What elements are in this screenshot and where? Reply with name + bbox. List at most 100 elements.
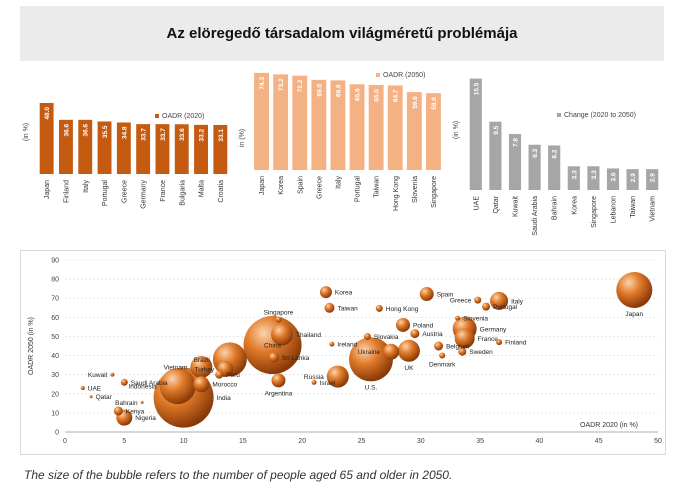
bubble-label: Vietnam [164,365,188,372]
bubble [113,406,123,416]
bar [606,168,620,190]
bubble-label: Argentina [265,390,293,397]
bar [292,75,308,170]
bubble [363,332,371,340]
bubble-label: Sri Lanka [282,355,310,362]
title-bar: Az elöregedő társadalom világméretű prob… [20,6,664,61]
bar-value-label: 3.0 [611,172,618,181]
bar-value-label: 15.5 [473,82,480,95]
bar-chart-oadr-2020: (in %) OADR (2020) 48.0 Japan 36.6 Finland 36.… [23,102,228,209]
bubble [474,296,482,304]
bar-value-label: 68.6 [335,84,342,97]
legend-swatch [155,114,159,118]
bubble-label: Finland [505,340,527,347]
bar-value-label: 36.6 [63,123,70,136]
bar-value-label: 7.8 [513,138,520,147]
bar-value-label: 72.2 [297,79,304,92]
bar [311,79,327,170]
bar-value-label: 35.5 [102,125,109,138]
x-tick-label: 50 [654,438,662,445]
bubble-label: India [217,395,231,402]
bubble-label: U.S. [365,384,378,391]
bubble-label: Bahrain [115,400,138,407]
bubble [268,352,279,363]
bubble-label: Belgium [446,344,469,351]
bubble [326,365,349,388]
bar [273,74,289,170]
x-tick-label: 25 [358,438,366,445]
bubble-label: Ireland [337,342,357,349]
x-tick-label: 40 [536,438,544,445]
bubble [120,378,128,386]
x-tick-label: 20 [298,438,306,445]
bubble-label: Japan [625,311,643,318]
bar [368,85,384,170]
bar-value-label: 3.3 [571,170,578,179]
category-label: Taiwan [374,176,381,198]
bubble [324,302,335,313]
y-tick-label: 0 [55,430,59,437]
bubble [89,395,93,399]
bar [426,93,441,170]
x-tick-label: 5 [122,438,126,445]
bar-value-label: 6.2 [552,149,559,158]
bar [155,124,170,174]
bubble [383,343,400,360]
bar-value-label: 65.6 [355,88,362,101]
y-tick-label: 50 [51,334,59,341]
bubble-label: Peru [226,372,240,379]
bubble [215,370,224,379]
bubble-label: UK [404,365,414,372]
legend-label: OADR (2050) [383,72,425,79]
bubble-label: Qatar [96,394,113,401]
bubble [616,272,653,309]
category-label: France [160,180,167,202]
bubble [271,373,286,388]
bar-value-label: 36.6 [83,123,90,136]
bar [78,119,93,174]
category-label: Qatar [493,195,500,213]
bubble [375,304,383,312]
bubble-label: Brazil [194,357,211,364]
bubble-label: Kenya [126,408,145,415]
page-title: Az elöregedő társadalom világméretű prob… [166,25,518,42]
bubble [496,339,503,346]
bar-value-label: 33.6 [179,128,186,141]
bubble [482,302,491,311]
bar [567,166,580,190]
bar [330,80,346,170]
bubble-label: Korea [335,290,353,297]
y-tick-label: 60 [51,315,59,322]
category-label: Malta [199,180,206,197]
bar [136,124,151,174]
x-tick-label: 15 [239,438,247,445]
category-label: Kuwait [513,196,520,217]
bar [508,133,522,190]
bubble-label: Portugal [493,304,518,311]
bubble-label: Israel [320,380,336,387]
bubble-label: Denmark [429,362,456,369]
bubble [419,287,434,302]
category-label: Italy [335,176,342,189]
bubble-label: Saudi Arabia [131,380,168,387]
bubble-label: Austria [422,331,443,338]
category-label: Japan [44,180,51,199]
bar-chart-oadr-2050: in (%) OADR (2050) 74.3 Japan 73.2 Korea 72.2 S… [239,72,441,211]
bubble [271,323,294,346]
bubble-label: France [478,336,499,343]
category-label: Bulgaria [179,180,186,206]
y-axis-label: (in %) [23,123,30,141]
bar [587,166,600,190]
bubble [410,329,420,339]
legend-label: OADR (2020) [162,113,204,120]
bar-value-label: 3.3 [591,170,598,179]
bar-value-label: 2.9 [650,173,657,182]
category-label: Portugal [102,180,109,207]
y-tick-label: 10 [51,410,59,417]
legend: OADR (2050) [376,72,425,79]
x-tick-label: 30 [417,438,425,445]
bubble [190,356,213,379]
category-label: Slovenia [412,176,419,203]
bubble [110,372,115,377]
x-axis-title: OADR 2020 (in %) [580,422,638,429]
